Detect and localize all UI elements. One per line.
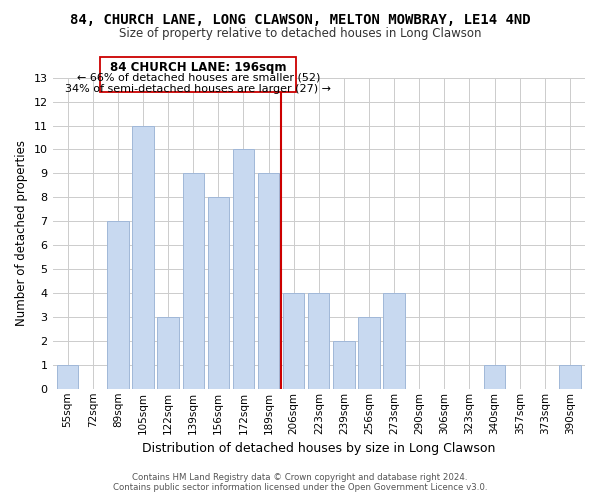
Bar [559,365,581,389]
Bar [157,317,179,389]
Bar [132,126,154,389]
Bar [383,293,405,389]
Bar [484,365,505,389]
Bar [358,317,380,389]
Text: ← 66% of detached houses are smaller (52): ← 66% of detached houses are smaller (52… [77,72,320,82]
Bar [57,365,78,389]
X-axis label: Distribution of detached houses by size in Long Clawson: Distribution of detached houses by size … [142,442,496,455]
Text: 84, CHURCH LANE, LONG CLAWSON, MELTON MOWBRAY, LE14 4ND: 84, CHURCH LANE, LONG CLAWSON, MELTON MO… [70,12,530,26]
Bar [100,58,296,92]
Bar [283,293,304,389]
Text: Size of property relative to detached houses in Long Clawson: Size of property relative to detached ho… [119,28,481,40]
Bar [258,174,279,389]
Text: 84 CHURCH LANE: 196sqm: 84 CHURCH LANE: 196sqm [110,61,286,74]
Bar [208,198,229,389]
Text: 34% of semi-detached houses are larger (27) →: 34% of semi-detached houses are larger (… [65,84,331,94]
Bar [182,174,204,389]
Text: Contains HM Land Registry data © Crown copyright and database right 2024.
Contai: Contains HM Land Registry data © Crown c… [113,473,487,492]
Bar [233,150,254,389]
Bar [308,293,329,389]
Bar [107,222,128,389]
Bar [333,341,355,389]
Y-axis label: Number of detached properties: Number of detached properties [15,140,28,326]
